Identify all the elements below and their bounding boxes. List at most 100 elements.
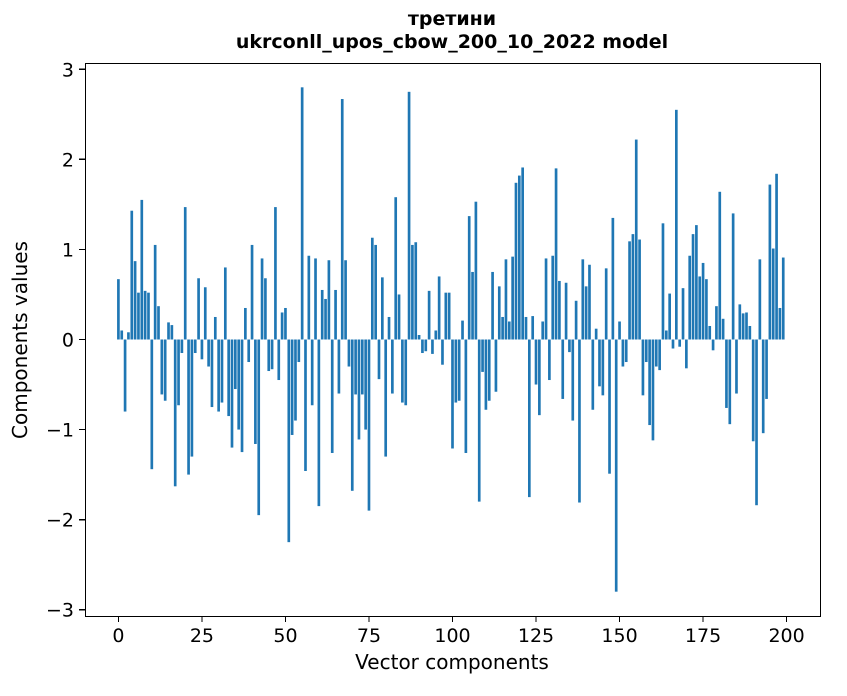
bar: [347, 339, 351, 367]
bar: [244, 307, 247, 340]
bar: [250, 244, 254, 340]
bar: [280, 312, 284, 340]
bar: [394, 197, 398, 340]
bar: [274, 207, 277, 340]
bar: [284, 307, 287, 340]
bar: [568, 339, 571, 353]
bar: [421, 339, 424, 354]
x-tick-label: 25: [190, 625, 214, 647]
bar: [427, 290, 431, 340]
bar: [424, 339, 428, 352]
bar: [728, 339, 732, 425]
bar: [150, 339, 154, 470]
bar: [551, 255, 555, 340]
bar: [624, 339, 628, 363]
bar: [230, 339, 234, 448]
bar: [688, 255, 692, 340]
bar: [705, 279, 708, 340]
bar: [183, 207, 187, 340]
bar: [444, 292, 448, 340]
bar: [404, 339, 408, 406]
bar: [314, 258, 317, 340]
bar: [758, 259, 762, 340]
bar: [648, 339, 651, 426]
bar: [621, 339, 625, 367]
bar: [180, 339, 184, 354]
bar: [471, 271, 474, 340]
bar: [381, 277, 384, 340]
x-axis-label: Vector components: [355, 650, 549, 674]
bar: [604, 268, 608, 340]
plot-border: [84, 62, 822, 618]
bar: [123, 339, 127, 412]
bar: [337, 339, 341, 394]
bar: [634, 139, 638, 340]
bar: [160, 339, 164, 395]
bar: [591, 339, 595, 410]
bar: [384, 339, 388, 457]
bar: [497, 286, 501, 340]
bar: [721, 318, 725, 340]
bar: [340, 99, 344, 340]
bar: [300, 87, 304, 340]
bar: [330, 339, 334, 453]
bar: [695, 225, 698, 340]
bar: [344, 260, 347, 340]
bar: [511, 256, 514, 340]
bar: [491, 271, 494, 340]
bar: [257, 339, 261, 516]
bar: [745, 312, 748, 340]
bar: [431, 339, 434, 354]
bar: [307, 255, 311, 340]
bar: [254, 339, 257, 444]
bar: [718, 191, 722, 340]
bar: [391, 339, 394, 394]
bar: [297, 339, 301, 363]
bar: [781, 257, 785, 340]
bar: [701, 262, 705, 340]
bar: [200, 339, 204, 360]
bar: [487, 339, 491, 401]
bar: [741, 313, 745, 340]
bar: [334, 289, 337, 340]
bar: [407, 91, 411, 340]
bar: [247, 339, 251, 363]
bar: [367, 339, 371, 511]
y-tick-label: 3: [62, 59, 74, 81]
bar: [618, 321, 621, 340]
bar: [581, 259, 585, 340]
bar: [294, 339, 297, 421]
bar: [481, 339, 484, 372]
bar: [153, 244, 157, 340]
bar: [641, 339, 645, 396]
y-tick-label: −3: [46, 600, 74, 622]
bar: [514, 182, 518, 340]
bar: [644, 339, 648, 363]
bar: [137, 292, 140, 340]
bar: [651, 339, 655, 441]
bar: [504, 259, 508, 340]
bar: [140, 199, 144, 340]
bar: [711, 339, 715, 351]
bar: [775, 173, 778, 340]
bar: [310, 339, 314, 406]
bar: [464, 339, 468, 453]
bar: [267, 339, 271, 372]
bar: [207, 339, 210, 367]
bar: [177, 339, 180, 406]
bar: [507, 321, 511, 340]
bar: [237, 339, 241, 430]
bar: [377, 339, 381, 380]
bar: [685, 339, 688, 369]
bar: [524, 316, 528, 340]
bar: [738, 304, 742, 340]
bar: [461, 320, 464, 340]
bar: [725, 339, 728, 408]
bar: [661, 223, 665, 340]
bar: [441, 339, 444, 365]
bar: [571, 339, 575, 421]
bar: [755, 339, 758, 506]
bar: [437, 276, 441, 340]
